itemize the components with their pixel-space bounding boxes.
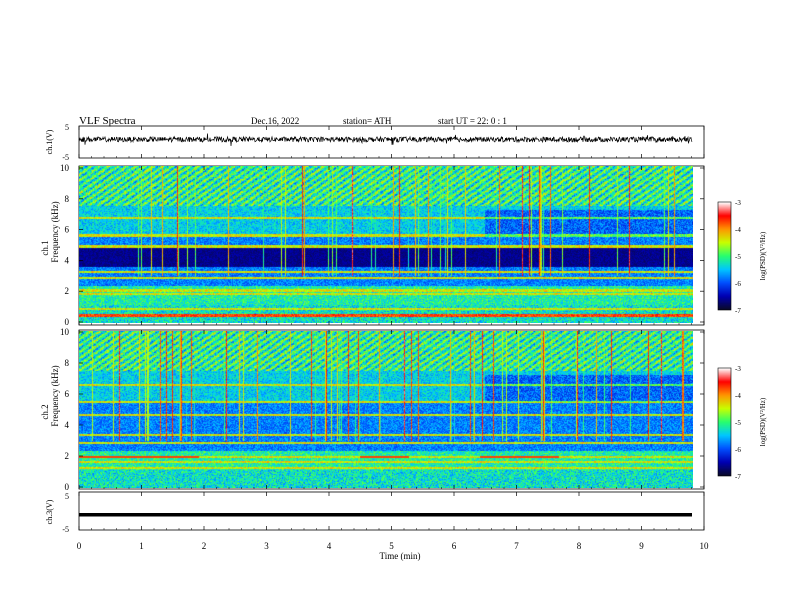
freq-tick-label-4: 4 xyxy=(65,255,70,265)
time-tick-label-2: 2 xyxy=(202,541,207,551)
freq-tick-label-8: 8 xyxy=(65,358,70,368)
time-tick-label-3: 3 xyxy=(264,541,269,551)
colorbar-tick-label: -4 xyxy=(735,392,741,400)
freq-tick-label-10: 10 xyxy=(60,163,70,173)
ch2-spectrogram-image xyxy=(79,331,693,488)
freq-tick-label-6: 6 xyxy=(65,225,70,235)
ch2-spectrogram-panel: 0 2 4 6 8 10 ch.2 Frequency (kHz) xyxy=(40,327,705,492)
time-tick-label-5: 5 xyxy=(389,541,394,551)
colorbar-tick-label: -5 xyxy=(735,253,741,261)
station-label: station= ATH xyxy=(343,116,392,126)
colorbar-tick-label: -4 xyxy=(735,226,741,234)
time-tick-label-0: 0 xyxy=(77,541,82,551)
freq-tick-label-10: 10 xyxy=(60,327,70,337)
ch1-colorbar-gradient xyxy=(718,202,731,310)
freq-tick-label-2: 2 xyxy=(65,286,70,296)
freq-tick-label-4: 4 xyxy=(65,420,70,430)
ch1-colorbar-label: log(PSD)(V²/Hz) xyxy=(759,231,767,280)
date-label: Dec.16, 2022 xyxy=(251,116,299,126)
ch1-spectrogram-yticks: 0 2 4 6 8 10 xyxy=(60,163,704,327)
time-axis-ticks: 0 1 2 3 4 5 6 7 8 9 10 xyxy=(77,126,709,551)
ch3-ytick-bottom: -5 xyxy=(62,525,69,534)
colorbar-tick-label: -6 xyxy=(735,446,741,454)
ch2-colorbar-label: log(PSD)(V²/Hz) xyxy=(759,397,767,446)
time-tick-label-1: 1 xyxy=(139,541,144,551)
time-tick-label-7: 7 xyxy=(514,541,519,551)
colorbar-tick-label: -5 xyxy=(735,419,741,427)
ch1-ylabel: ch.1(V) xyxy=(45,129,54,154)
figure-title: VLF Spectra xyxy=(79,115,136,127)
ch2-colorbar: -3 -4 -5 -6 -7 log(PSD)(V²/Hz) xyxy=(717,365,767,481)
start-time-label: start UT = 22: 0 : 1 xyxy=(438,116,507,126)
colorbar-tick-label: -7 xyxy=(735,307,741,315)
time-tick-label-4: 4 xyxy=(327,541,332,551)
time-axis-label: Time (min) xyxy=(380,551,421,561)
time-tick-label-9: 9 xyxy=(639,541,644,551)
ch1-colorbar-ticks: -3 -4 -5 -6 -7 xyxy=(735,199,741,315)
ch1-ytick-bottom: -5 xyxy=(62,153,69,162)
time-tick-label-8: 8 xyxy=(577,541,582,551)
ch1-spectrogram-channel-label: ch.1 xyxy=(40,240,50,255)
time-tick-label-10: 10 xyxy=(700,541,710,551)
ch1-spectrogram-ylabel: Frequency (kHz) xyxy=(50,201,60,262)
colorbar-tick-label: -7 xyxy=(735,473,741,481)
colorbar-tick-label: -3 xyxy=(735,199,741,207)
ch3-signal-panel: 5 -5 ch.3(V) xyxy=(45,491,705,534)
ch1-colorbar: -3 -4 -5 -6 -7 log(PSD)(V²/Hz) xyxy=(717,199,767,315)
ch2-colorbar-ticks: -3 -4 -5 -6 -7 xyxy=(735,365,741,481)
colorbar-tick-label: -3 xyxy=(735,365,741,373)
freq-tick-label-0: 0 xyxy=(65,317,70,327)
ch1-spectrogram-image xyxy=(79,166,693,323)
ch3-ytick-top: 5 xyxy=(65,492,69,501)
colorbar-tick-label: -6 xyxy=(735,280,741,288)
ch1-spectrogram-panel: 0 2 4 6 8 10 ch.1 Frequency (kHz) xyxy=(40,163,705,327)
freq-tick-label-2: 2 xyxy=(65,451,70,461)
freq-tick-label-0: 0 xyxy=(65,482,70,492)
ch1-signal-trace xyxy=(78,133,693,147)
ch2-spectrogram-channel-label: ch.2 xyxy=(40,404,50,419)
ch2-spectrogram-ylabel: Frequency (kHz) xyxy=(50,365,60,426)
time-tick-label-6: 6 xyxy=(452,541,457,551)
ch3-signal-frame xyxy=(78,491,705,531)
ch1-ytick-top: 5 xyxy=(65,123,69,132)
ch2-colorbar-gradient xyxy=(718,368,731,476)
freq-tick-label-8: 8 xyxy=(65,194,70,204)
ch1-signal-panel: 5 -5 ch.1(V) xyxy=(45,123,705,162)
ch3-ylabel: ch.3(V) xyxy=(45,499,54,524)
freq-tick-label-6: 6 xyxy=(65,389,70,399)
ch2-spectrogram-yticks: 0 2 4 6 8 10 xyxy=(60,327,704,492)
